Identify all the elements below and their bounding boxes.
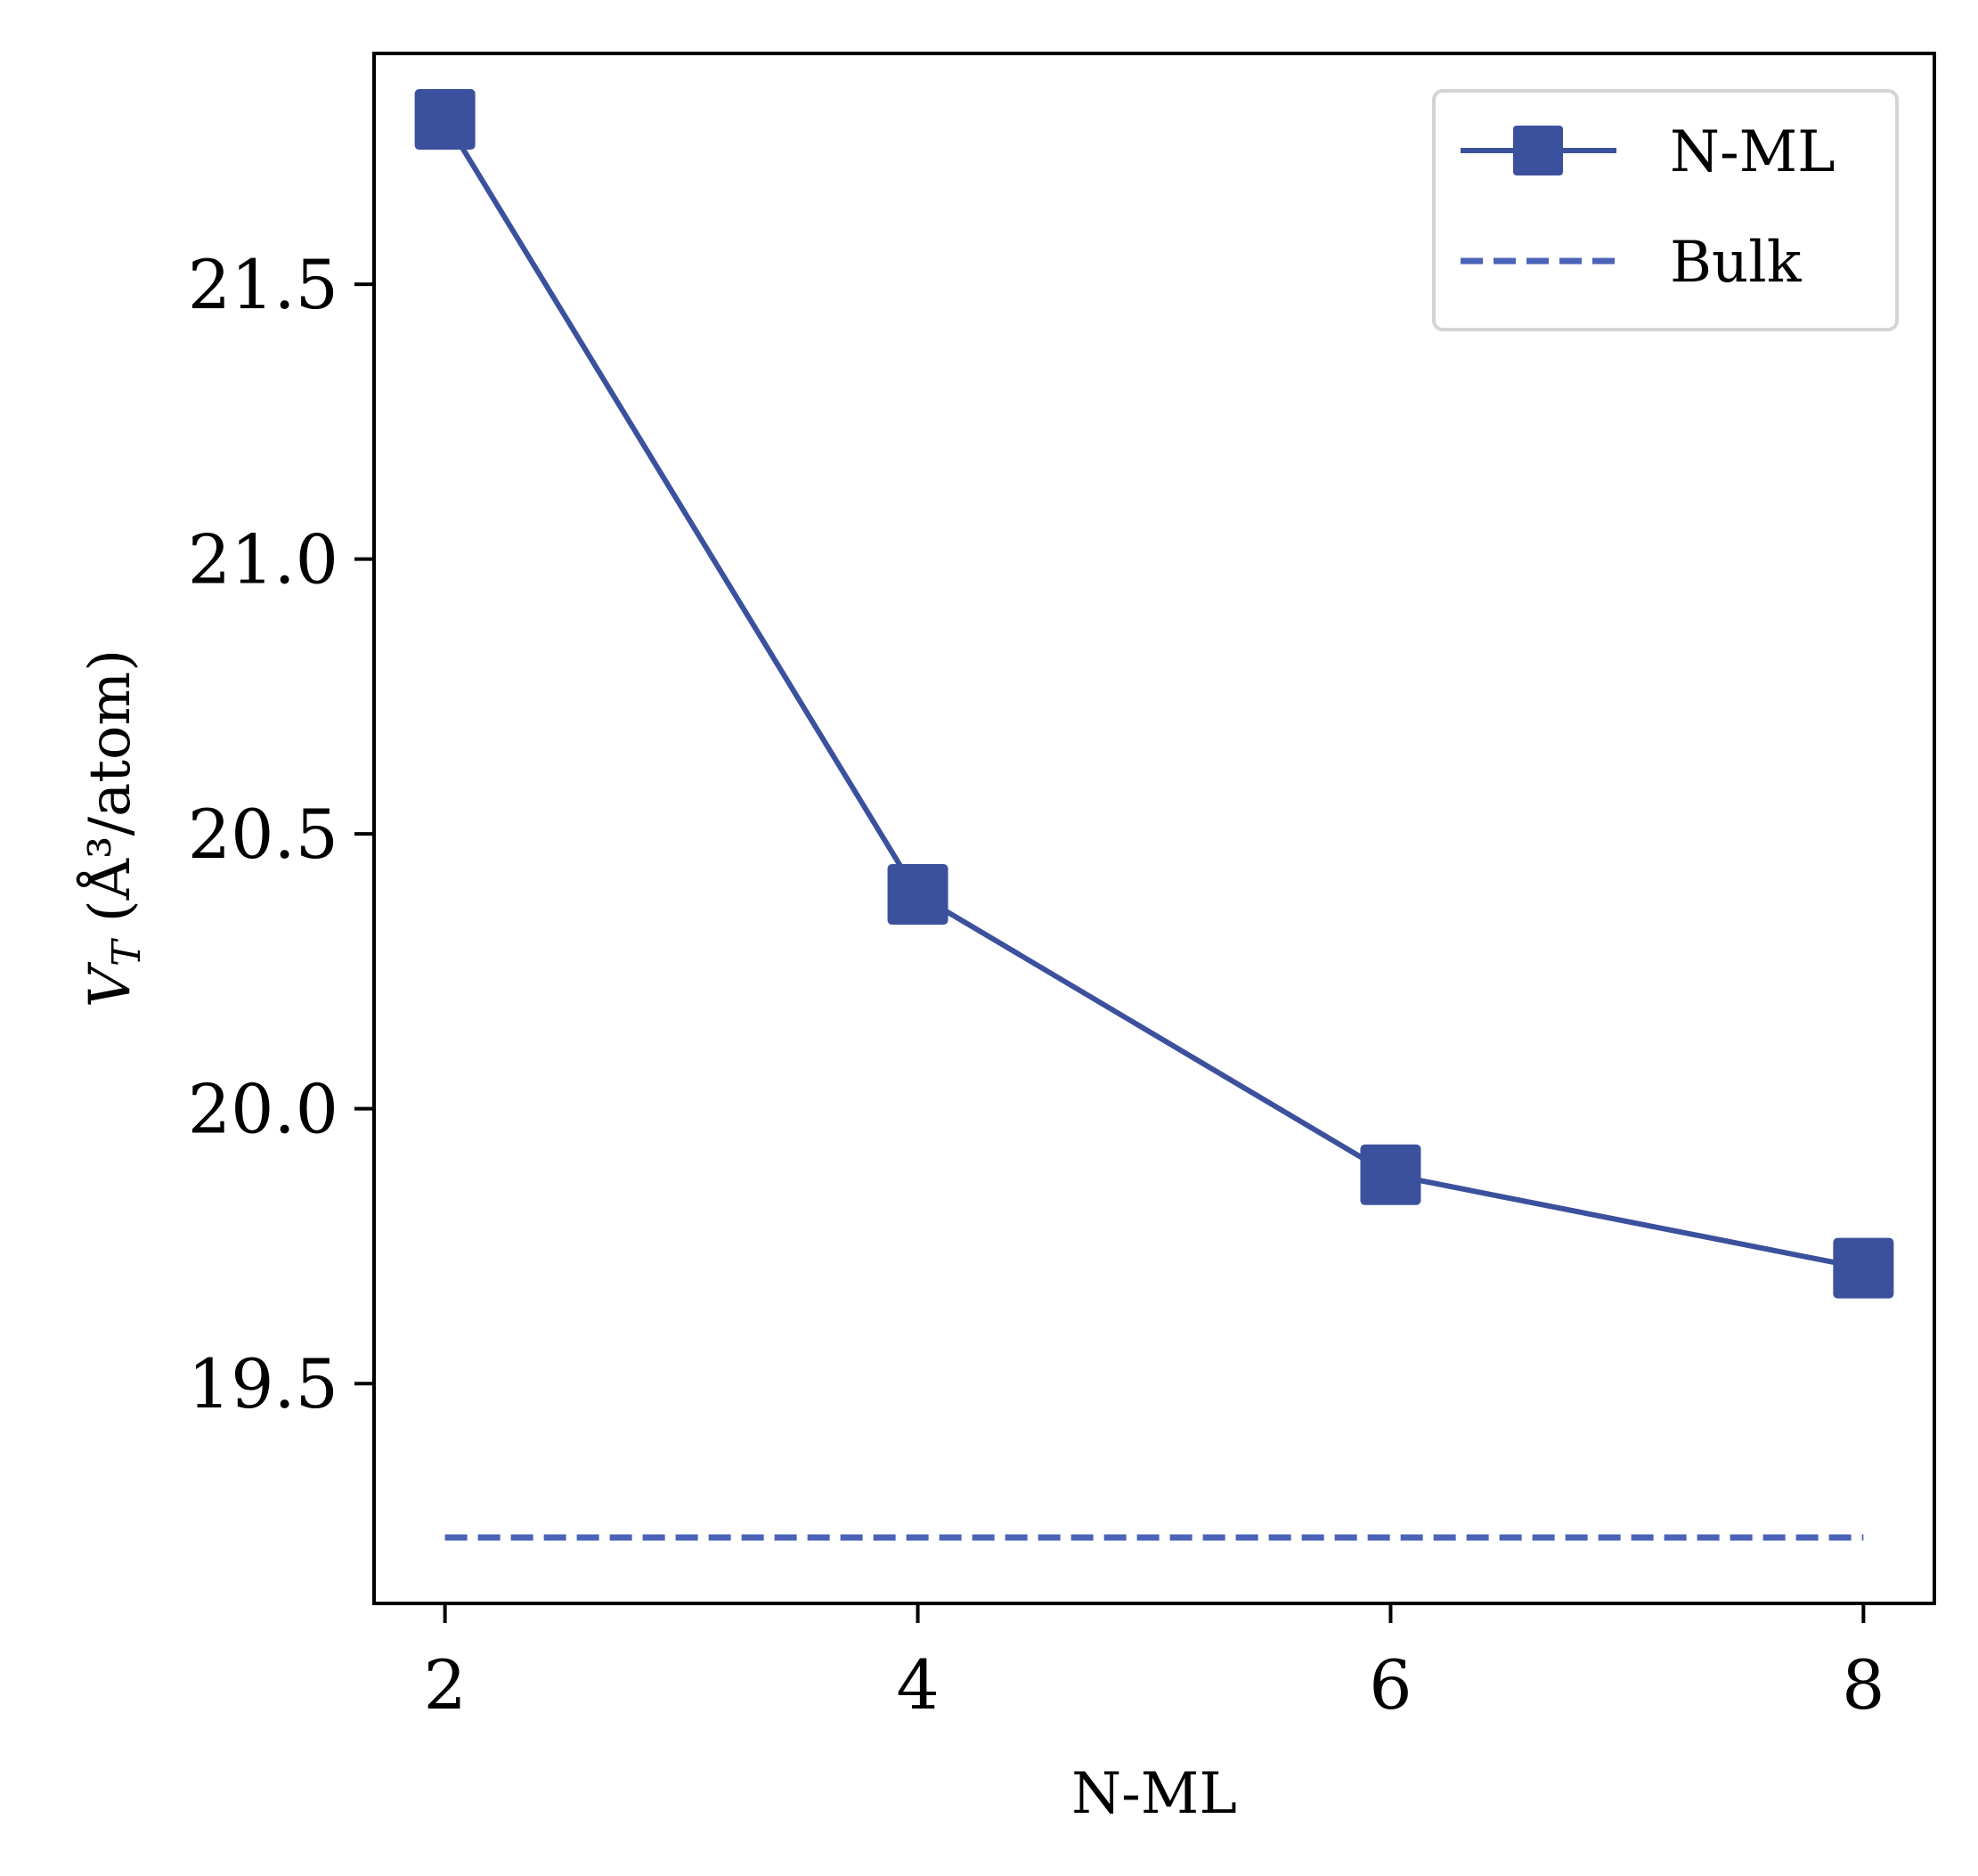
- data-point-marker: [414, 89, 476, 151]
- data-point-marker: [887, 864, 948, 926]
- legend-marker-n-ml: [1513, 126, 1563, 175]
- plot-frame: [372, 52, 1936, 1605]
- y-tick-label: 20.5: [188, 795, 338, 874]
- x-axis-ticks: 2 4 6 8: [423, 1603, 1885, 1725]
- x-tick-label: 4: [896, 1645, 939, 1725]
- x-axis-label: N-ML: [1071, 1761, 1237, 1827]
- series-layer: [414, 89, 1894, 1541]
- y-tick-label: 21.5: [188, 245, 338, 324]
- y-axis-ticks: 19.5 20.0 20.5 21.0 21.5: [188, 245, 374, 1423]
- y-axis-label-subscript: T: [104, 937, 150, 967]
- y-axis-label-units: (Å³/atom): [77, 649, 143, 941]
- x-tick-label: 8: [1842, 1645, 1884, 1725]
- y-axis-label-symbol: V: [77, 961, 143, 1007]
- legend-label-n-ml: N-ML: [1670, 119, 1836, 185]
- data-point-marker: [1833, 1237, 1894, 1299]
- y-axis-label: VT (Å³/atom): [77, 649, 150, 1007]
- series-line-0: [443, 118, 1864, 1271]
- x-tick-label: 2: [423, 1645, 466, 1725]
- legend-label-bulk: Bulk: [1670, 230, 1803, 296]
- y-tick-label: 19.5: [188, 1344, 338, 1423]
- y-tick-label: 21.0: [188, 520, 338, 600]
- legend: N-ML Bulk: [1432, 89, 1899, 331]
- y-tick-label: 20.0: [188, 1070, 338, 1149]
- data-point-marker: [1360, 1144, 1421, 1205]
- x-tick-label: 6: [1369, 1645, 1412, 1725]
